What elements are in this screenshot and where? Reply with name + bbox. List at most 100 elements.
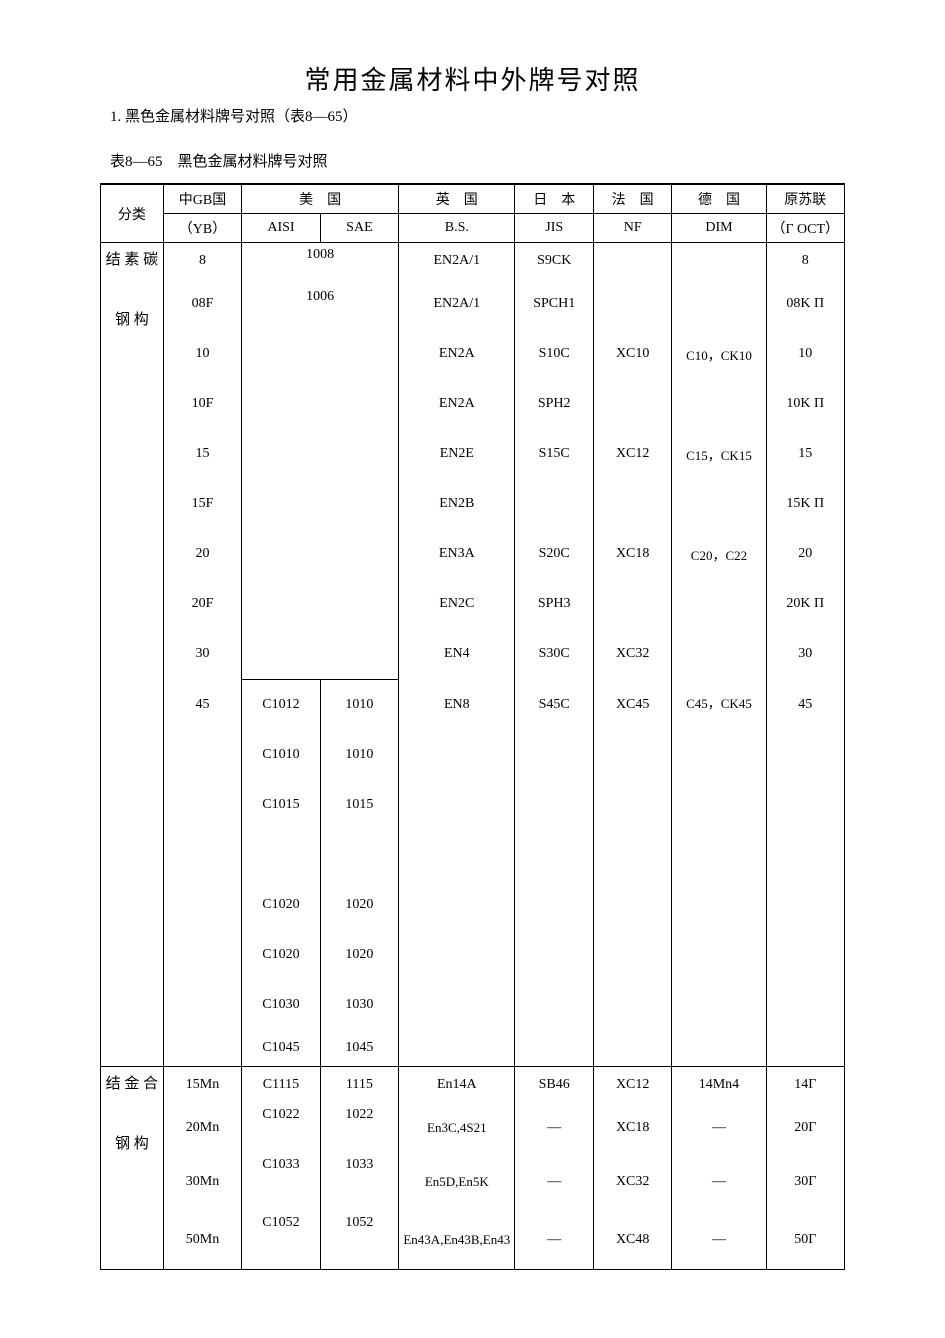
col-ussr: 原苏联 xyxy=(766,184,844,214)
cell: C1115 xyxy=(242,1066,320,1103)
cell: C1033 xyxy=(242,1153,320,1211)
cell xyxy=(593,579,671,629)
cell: 15 xyxy=(766,429,844,479)
cell: 20Mn xyxy=(163,1103,241,1153)
cell: C1020 xyxy=(242,880,320,930)
col-uk: 英 国 xyxy=(399,184,515,214)
cell: 45 xyxy=(766,679,844,1066)
cell: 15F xyxy=(163,479,241,529)
cell: 1015 xyxy=(320,780,398,830)
col-japan: 日 本 xyxy=(515,184,593,214)
cell: C10，CK10 xyxy=(672,329,766,379)
cell: 1030 xyxy=(320,980,398,1030)
cell: XC12 xyxy=(593,429,671,479)
cell: — xyxy=(672,1153,766,1211)
cell: C1052 xyxy=(242,1211,320,1270)
table-caption: 表8—65 黑色金属材料牌号对照 xyxy=(110,150,845,171)
col-category: 分类 xyxy=(101,184,164,243)
col-china: 中GB国 xyxy=(163,184,241,214)
cell: 1033 xyxy=(320,1153,398,1211)
cell: 45 xyxy=(163,679,241,1066)
cell: C1045 xyxy=(242,1030,320,1067)
cell: EN2B xyxy=(399,479,515,529)
cell: En14A xyxy=(399,1066,515,1103)
cell: EN2E xyxy=(399,429,515,479)
cell: EN4 xyxy=(399,629,515,679)
cell: XC18 xyxy=(593,529,671,579)
cell xyxy=(242,830,320,880)
cell xyxy=(320,830,398,880)
cell: XC45 xyxy=(593,679,671,1066)
cell: XC12 xyxy=(593,1066,671,1103)
cell: EN2A/1 xyxy=(399,243,515,280)
cell: S20C xyxy=(515,529,593,579)
cell: En3C,4S21 xyxy=(399,1103,515,1153)
cell: C1020 xyxy=(242,930,320,980)
table-row: 结 素 碳 钢 构 8 1008 1006 EN2A/1 S9CK 8 xyxy=(101,243,845,280)
cell: 8 xyxy=(766,243,844,280)
cell: SB46 xyxy=(515,1066,593,1103)
cell: 30 xyxy=(766,629,844,679)
cell: C1030 xyxy=(242,980,320,1030)
cell-text: 1008 xyxy=(244,247,396,263)
cell: 20Г xyxy=(766,1103,844,1153)
col-sae: SAE xyxy=(320,214,398,243)
cell: — xyxy=(515,1153,593,1211)
cell: XC10 xyxy=(593,329,671,379)
cell: 1010 xyxy=(320,730,398,780)
cell xyxy=(593,243,671,280)
cell: En5D,En5K xyxy=(399,1153,515,1211)
cell: 08K П xyxy=(766,279,844,329)
table-row: 45 C1012 1010 EN8 S45C XC45 C45，CK45 45 xyxy=(101,679,845,730)
cell xyxy=(515,479,593,529)
cell: 15K П xyxy=(766,479,844,529)
col-jis: JIS xyxy=(515,214,593,243)
cell: S30C xyxy=(515,629,593,679)
category-label: 钢 构 xyxy=(115,312,149,328)
cell: 14Mn4 xyxy=(672,1066,766,1103)
cell: 8 xyxy=(163,243,241,280)
cell: EN2A xyxy=(399,329,515,379)
cell xyxy=(672,379,766,429)
cell: XC48 xyxy=(593,1211,671,1270)
cell: 1010 xyxy=(320,679,398,730)
cell: 1022 xyxy=(320,1103,398,1153)
cell: C1015 xyxy=(242,780,320,830)
col-bs: B.S. xyxy=(399,214,515,243)
cell: 20 xyxy=(766,529,844,579)
cell: 1052 xyxy=(320,1211,398,1270)
cell: — xyxy=(515,1103,593,1153)
cell: EN2A/1 xyxy=(399,279,515,329)
cell: SPH3 xyxy=(515,579,593,629)
table-row: 08F EN2A/1 SPCH1 08K П xyxy=(101,279,845,329)
cell: C20，C22 xyxy=(672,529,766,579)
category-label: 钢 构 xyxy=(115,1136,149,1152)
cell: SPH2 xyxy=(515,379,593,429)
materials-table: 分类 中GB国 美 国 英 国 日 本 法 国 德 国 原苏联 （YB） AIS… xyxy=(100,183,845,1270)
cell: XC32 xyxy=(593,629,671,679)
cell: 1020 xyxy=(320,930,398,980)
cell: XC32 xyxy=(593,1153,671,1211)
cell: 30Mn xyxy=(163,1153,241,1211)
cell: S10C xyxy=(515,329,593,379)
cell: 50Mn xyxy=(163,1211,241,1270)
cell: — xyxy=(672,1211,766,1270)
col-usa: 美 国 xyxy=(242,184,399,214)
col-aisi: AISI xyxy=(242,214,320,243)
cell xyxy=(593,379,671,429)
cell: — xyxy=(515,1211,593,1270)
category-label: 结 金 合 xyxy=(106,1076,159,1092)
cell: S15C xyxy=(515,429,593,479)
table-row: 20 EN3A S20C XC18 C20，C22 20 xyxy=(101,529,845,579)
table-row: 10F EN2A SPH2 10K П xyxy=(101,379,845,429)
cell: EN3A xyxy=(399,529,515,579)
page-title: 常用金属材料中外牌号对照 xyxy=(100,60,845,97)
cell: S9CK xyxy=(515,243,593,280)
table-row: 30 EN4 S30C XC32 30 xyxy=(101,629,845,679)
cell: EN2A xyxy=(399,379,515,429)
cell: — xyxy=(672,1103,766,1153)
cell xyxy=(593,279,671,329)
cell: S45C xyxy=(515,679,593,1066)
cell: EN2C xyxy=(399,579,515,629)
cell: 10K П xyxy=(766,379,844,429)
